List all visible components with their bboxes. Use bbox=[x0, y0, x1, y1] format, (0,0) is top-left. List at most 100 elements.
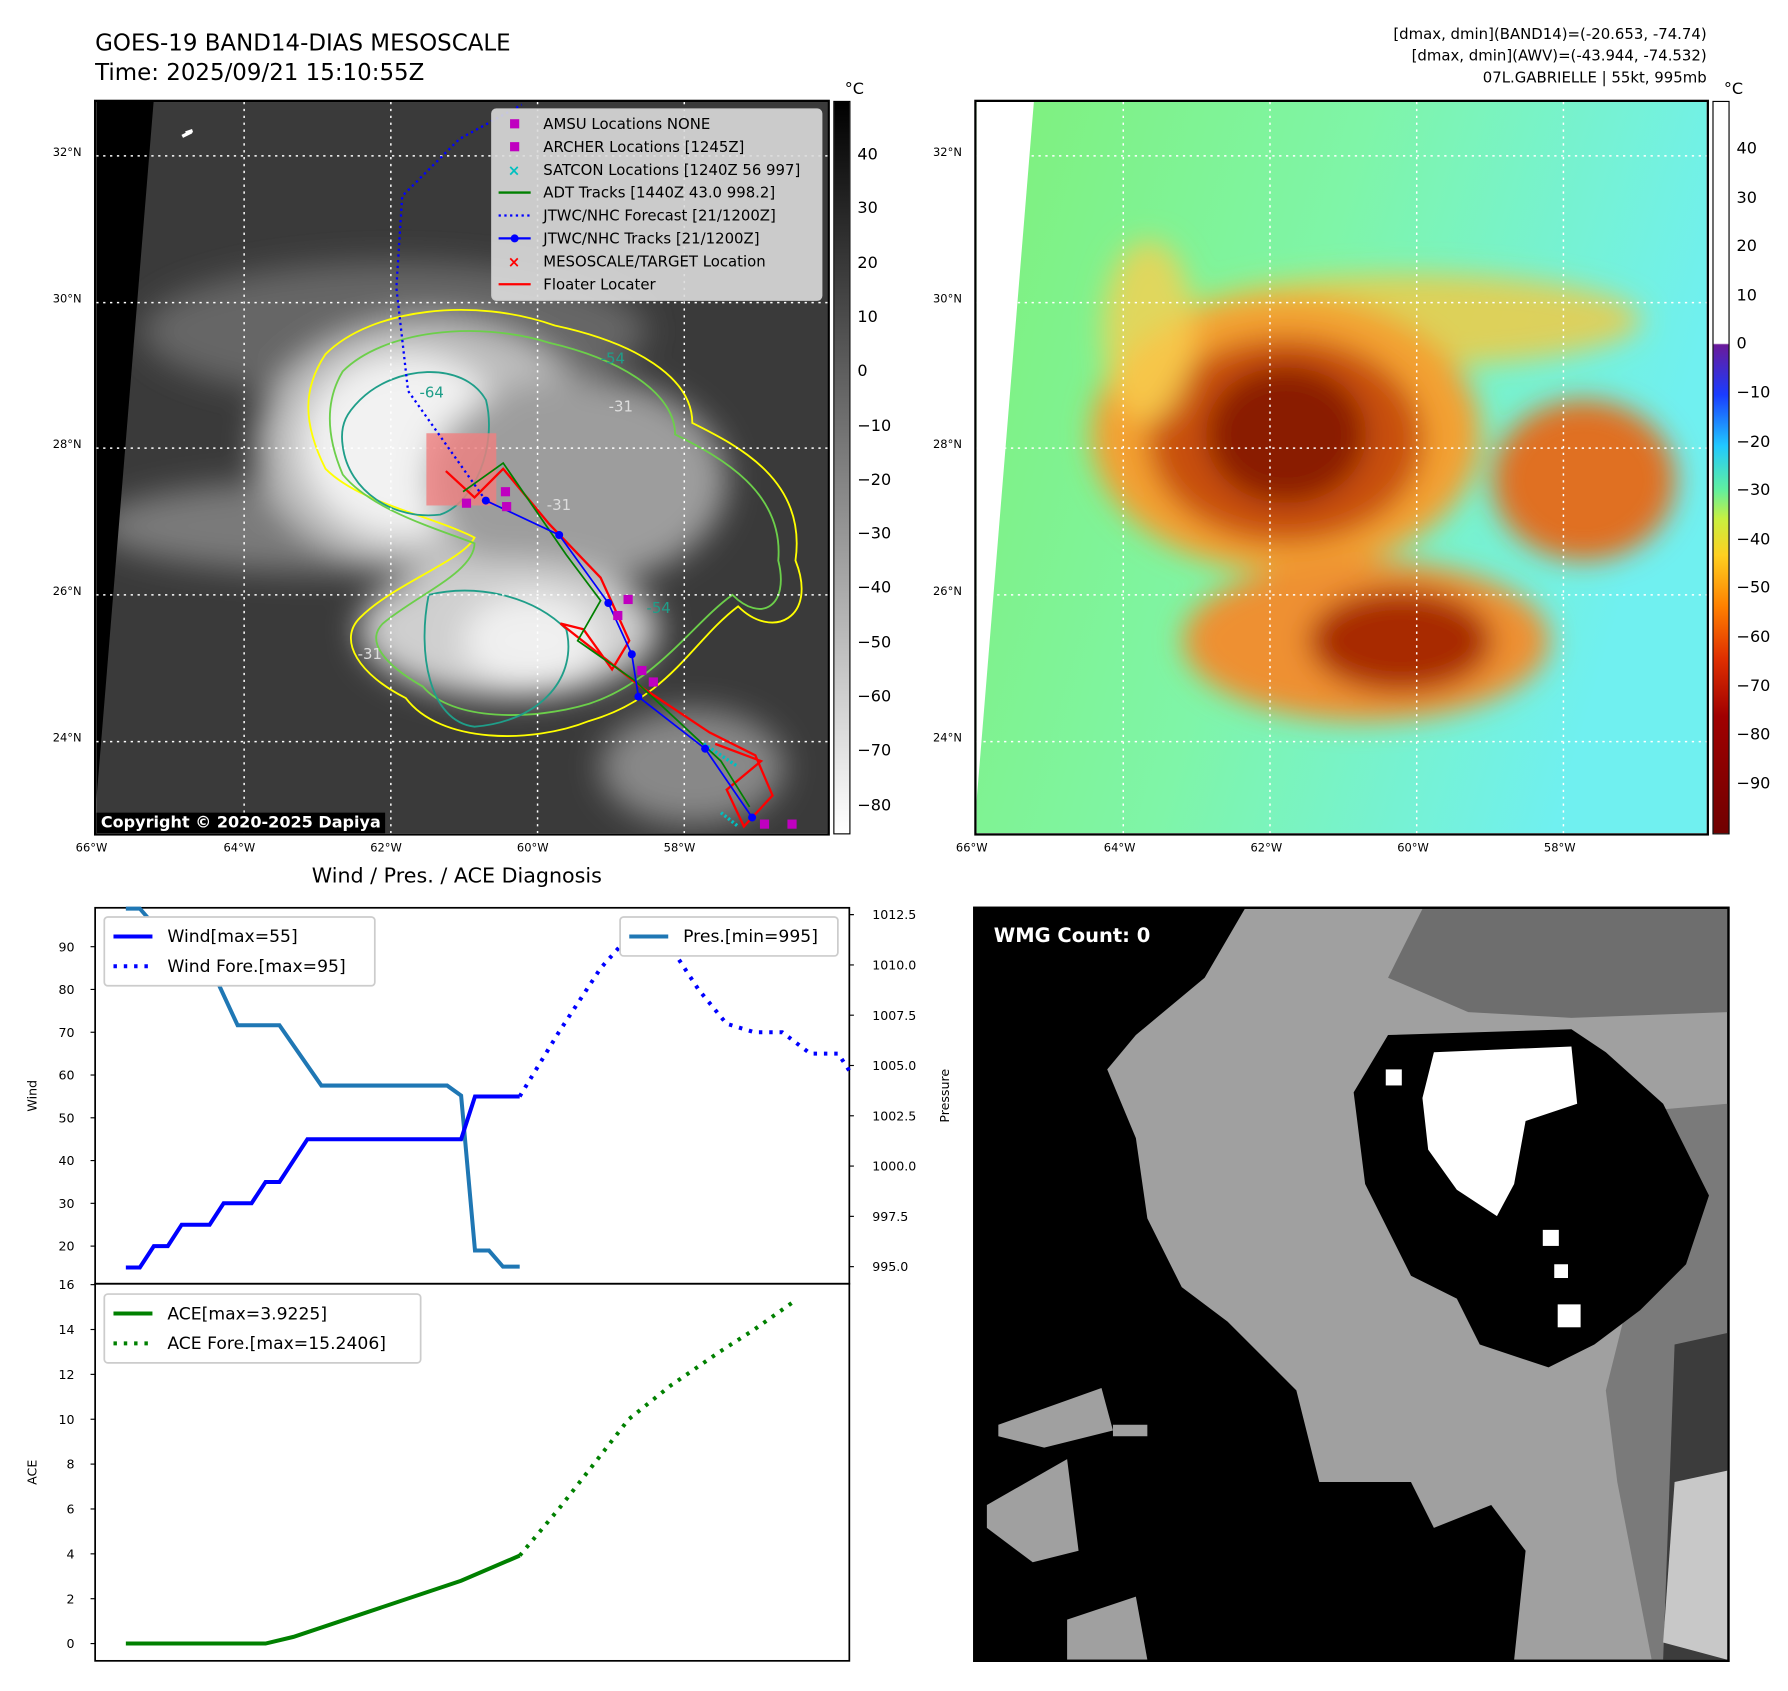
copyright-label: Copyright © 2020-2025 Dapiya bbox=[96, 812, 386, 834]
colorbar-tick-label: 0 bbox=[1736, 335, 1747, 354]
colorbar-tick-label: 30 bbox=[1736, 188, 1757, 207]
colorbar-tick-label: −60 bbox=[1736, 628, 1771, 647]
legend-label: ADT Tracks [1440Z 43.0 998.2] bbox=[543, 184, 775, 202]
lat-label: 32°N bbox=[52, 146, 82, 160]
legend-label: JTWC/NHC Forecast [21/1200Z] bbox=[542, 207, 776, 225]
square-marker-icon bbox=[510, 142, 520, 152]
colorbar-tick-label: 10 bbox=[1736, 286, 1757, 305]
tick-label: 16 bbox=[58, 1277, 74, 1292]
wind-line bbox=[125, 1094, 520, 1270]
contour-label: -31 bbox=[609, 397, 633, 415]
tick-label: 997.5 bbox=[872, 1209, 908, 1224]
lat-label: 30°N bbox=[933, 293, 962, 307]
tick-label: 80 bbox=[58, 982, 74, 997]
tick-label: 2 bbox=[66, 1591, 74, 1606]
ir-map-panel: -64 -54 -31 -31 -31 -54 AMSU Locations bbox=[93, 99, 830, 836]
cloud-field-colored bbox=[1091, 239, 1676, 721]
tick-label: 995.0 bbox=[872, 1259, 908, 1274]
colorbar-tick-label: 20 bbox=[857, 253, 878, 273]
wind-axis-label: Wind bbox=[25, 1080, 40, 1112]
tick-label: 0 bbox=[66, 1636, 74, 1651]
pressure-legend: Pres.[min=995] bbox=[619, 916, 839, 957]
color-map-panel bbox=[974, 99, 1709, 836]
tick-label: 40 bbox=[58, 1153, 74, 1168]
legend-label: Pres.[min=995] bbox=[683, 927, 818, 947]
wmg-count-label: WMG Count: 0 bbox=[993, 924, 1151, 948]
lon-label: 62°W bbox=[370, 842, 402, 856]
legend-label: Wind Fore.[max=95] bbox=[167, 957, 345, 977]
colorbar-tick-label: 40 bbox=[1736, 139, 1757, 159]
jtwc-track-point bbox=[748, 813, 757, 822]
colorbar-tick-label: −80 bbox=[857, 796, 892, 815]
wmg-image bbox=[986, 908, 1728, 1660]
legend-item: AMSU Locations NONE bbox=[510, 115, 710, 133]
lat-label: 24°N bbox=[933, 732, 962, 746]
contour-label: -64 bbox=[420, 384, 444, 402]
color-colorbar bbox=[1712, 100, 1730, 835]
lon-label: 58°W bbox=[1543, 842, 1576, 856]
diagnosis-chart: 2030405060708090995.0997.51000.01002.510… bbox=[25, 906, 951, 1662]
contour-label-group: -64 -54 -31 -31 -31 -54 bbox=[358, 349, 671, 663]
square-marker-icon bbox=[510, 119, 520, 129]
floater-locater-track bbox=[445, 467, 774, 829]
colorbar-tick-label: −40 bbox=[1736, 530, 1771, 549]
wmg-panel: WMG Count: 0 bbox=[973, 906, 1730, 1662]
tick-label: 8 bbox=[66, 1457, 74, 1472]
colorbar-tick-label: −40 bbox=[857, 579, 892, 598]
lat-label: 32°N bbox=[933, 146, 962, 160]
colorbar-tick-label: 20 bbox=[1736, 237, 1757, 256]
legend-item: ADT Tracks [1440Z 43.0 998.2] bbox=[498, 184, 775, 202]
dot-icon bbox=[510, 234, 519, 243]
colorbar-tick-label: −30 bbox=[857, 525, 892, 544]
tick-label: 20 bbox=[58, 1239, 74, 1254]
island bbox=[181, 129, 194, 138]
lon-label: 60°W bbox=[516, 842, 549, 856]
legend-label: ACE[max=3.9225] bbox=[167, 1304, 327, 1324]
colorbar-tick-label: −60 bbox=[857, 687, 892, 707]
wind-legend: Wind[max=55] Wind Fore.[max=95] bbox=[103, 916, 376, 987]
title-product: GOES-19 BAND14-DIAS MESOSCALE bbox=[95, 28, 511, 57]
info-storm: 07L.GABRIELLE | 55kt, 995mb bbox=[1482, 69, 1707, 88]
jtwc-track-point bbox=[701, 744, 710, 753]
colorbar-tick-label: 0 bbox=[857, 362, 868, 381]
lat-label: 26°N bbox=[52, 585, 82, 599]
tick-label: 60 bbox=[58, 1068, 74, 1083]
colorbar-tick-label: 40 bbox=[857, 145, 878, 164]
tick-label: 1012.5 bbox=[872, 907, 916, 922]
legend-label: ACE Fore.[max=15.2406] bbox=[167, 1334, 386, 1354]
colorbar-tick-label: −90 bbox=[1736, 774, 1771, 793]
tick-label: 90 bbox=[58, 939, 74, 954]
lon-label: 64°W bbox=[1103, 842, 1136, 856]
lat-label: 30°N bbox=[52, 293, 82, 307]
info-block: [dmax, dmin](BAND14)=(-20.653, -74.74) [… bbox=[1393, 24, 1706, 89]
pressure-axis-label: Pressure bbox=[937, 1069, 951, 1123]
tick-label: 12 bbox=[58, 1367, 74, 1382]
info-awv: [dmax, dmin](AWV)=(-43.944, -74.532) bbox=[1411, 48, 1707, 66]
tick-label: 1010.0 bbox=[872, 958, 916, 973]
tick-label: 14 bbox=[58, 1322, 74, 1337]
satcon-locations bbox=[702, 742, 740, 828]
tick-label: 70 bbox=[58, 1025, 74, 1040]
legend-item: × MESOSCALE/TARGET Location bbox=[508, 252, 766, 271]
legend-label: MESOSCALE/TARGET Location bbox=[543, 252, 765, 270]
colorbar-tick-label: −50 bbox=[857, 633, 892, 652]
jtwc-track-point bbox=[627, 650, 636, 659]
contour-label: -31 bbox=[358, 645, 382, 663]
graticule bbox=[976, 102, 1707, 834]
colorbar-tick-label: −70 bbox=[1736, 676, 1771, 696]
lon-label: 58°W bbox=[663, 842, 696, 856]
colorbar-tick-label: −20 bbox=[857, 470, 892, 490]
colorbar-tick-label: −30 bbox=[1736, 481, 1771, 500]
tick-label: 1000.0 bbox=[872, 1159, 916, 1174]
jtwc-track bbox=[481, 496, 757, 822]
tick-label: 4 bbox=[66, 1546, 74, 1561]
colorbar-tick-label: 30 bbox=[857, 199, 878, 219]
tick-label: 6 bbox=[66, 1502, 74, 1517]
colorbar-unit: °C bbox=[1723, 80, 1744, 99]
lon-label: 62°W bbox=[1250, 842, 1283, 856]
lon-label: 60°W bbox=[1397, 842, 1429, 856]
contour-lines bbox=[307, 308, 803, 737]
legend-label: ARCHER Locations [1245Z] bbox=[543, 138, 744, 156]
legend-item: JTWC/NHC Tracks [21/1200Z] bbox=[498, 230, 760, 248]
